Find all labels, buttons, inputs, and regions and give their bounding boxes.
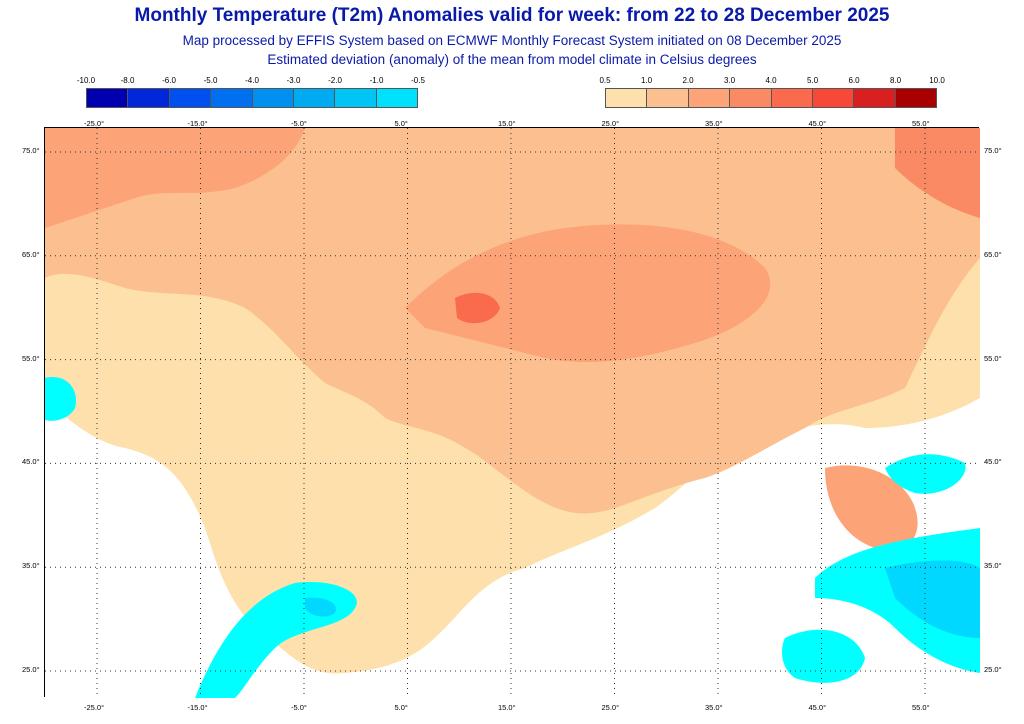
legend-tick-label: 5.0: [806, 76, 819, 85]
legend-tick-label: -8.0: [120, 76, 135, 85]
latitude-label: 45.0°: [984, 457, 1002, 467]
legend-color-swatch: [606, 89, 648, 107]
legend-tick-label: -5.0: [203, 76, 218, 85]
cold-anomaly-legend: -10.0 -8.0 -6.0 -5.0 -4.0 -3.0 -2.0 -1.0 -0.5: [77, 76, 425, 108]
longitude-label: 5.0°: [394, 703, 408, 712]
latitude-label: 45.0°: [22, 457, 40, 467]
legend-tick-label: 10.0: [929, 76, 945, 85]
longitude-label: 25.0°: [601, 119, 620, 128]
legend-color-swatch: [293, 89, 336, 107]
legend-color-swatch: [252, 89, 294, 107]
legend-tick-label: -0.5: [411, 76, 425, 85]
warm-anomaly-legend: 0.5 1.0 2.0 3.0 4.0 5.0 6.0 8.0 10.0: [599, 76, 945, 108]
legend-tick-label: 1.0: [640, 76, 653, 85]
anomaly-zone-2-3: [895, 128, 980, 218]
longitude-label: -25.0°: [84, 703, 105, 712]
legend-tick-label: 4.0: [765, 76, 777, 85]
cold-anomaly-arabia: [782, 629, 865, 683]
anomaly-zone-2-3: [45, 128, 305, 228]
legend-tick-label: -2.0: [328, 76, 342, 85]
longitude-label: 25.0°: [601, 703, 620, 712]
longitude-label: -15.0°: [187, 703, 208, 712]
latitude-label: 35.0°: [22, 561, 40, 571]
legend-color-swatch: [812, 89, 855, 107]
latitude-label: 25.0°: [984, 665, 1002, 674]
longitude-label: 35.0°: [705, 119, 723, 128]
map-title: Monthly Temperature (T2m) Anomalies vali…: [134, 5, 890, 26]
legend-color-swatch: [87, 89, 129, 107]
legend-tick-label: -1.0: [369, 76, 384, 85]
latitude-label: 55.0°: [22, 353, 40, 363]
legend-color-swatch: [335, 89, 377, 107]
latitude-label: 75.0°: [984, 146, 1002, 155]
longitude-label: 15.0°: [498, 703, 516, 712]
anomaly-zone-3-4: [455, 292, 500, 324]
legend-tick-label: -10.0: [76, 76, 96, 85]
map-subtitle-source: Map processed by EFFIS System based on E…: [182, 33, 842, 48]
cold-anomaly-north-africa-mid: [305, 597, 336, 617]
legend-color-swatch: [688, 89, 731, 107]
longitude-label: -5.0°: [291, 119, 307, 128]
legend-color-swatch: [647, 89, 689, 107]
longitude-label: -15.0°: [187, 119, 208, 128]
latitude-label: 35.0°: [984, 561, 1002, 571]
legend-tick-label: -4.0: [245, 76, 259, 85]
graticule: [45, 128, 980, 698]
longitude-label: 5.0°: [394, 119, 408, 128]
legend-tick-label: 6.0: [848, 76, 860, 85]
legend-color-swatch: [128, 89, 170, 107]
cold-anomaly-middle-east-mid: [885, 560, 980, 638]
longitude-label: -25.0°: [84, 119, 105, 128]
legend-tick-label: 2.0: [682, 76, 694, 85]
map-canvas: [45, 128, 980, 698]
legend-color-swatch: [895, 89, 936, 107]
cold-anomaly-caspian: [885, 454, 966, 494]
legend-tick-label: -3.0: [286, 76, 301, 85]
anomaly-zone-2-3: [405, 224, 771, 363]
legend-tick-label: 3.0: [723, 76, 736, 85]
map-subtitle-description: Estimated deviation (anomaly) of the mea…: [267, 52, 757, 67]
longitude-label: 45.0°: [808, 703, 827, 712]
legend-color-swatch: [169, 89, 212, 107]
anomaly-zone-2-3: [825, 465, 918, 551]
cold-anomaly-atlantic: [45, 377, 76, 421]
latitude-label: 65.0°: [984, 249, 1002, 259]
latitude-label: 55.0°: [984, 353, 1002, 363]
legend-tick-label: -6.0: [162, 76, 176, 85]
longitude-label: 55.0°: [912, 119, 930, 128]
longitude-label: 55.0°: [912, 703, 930, 712]
longitude-label: 35.0°: [705, 703, 723, 712]
legend-color-swatch: [376, 89, 417, 107]
latitude-label: 75.0°: [22, 146, 40, 155]
legend-color-swatch: [730, 89, 772, 107]
legend-color-swatch: [211, 89, 253, 107]
legend-tick-label: 0.5: [599, 76, 611, 85]
legend-tick-label: 8.0: [889, 76, 902, 85]
latitude-label: 25.0°: [22, 665, 40, 674]
longitude-label: 45.0°: [808, 119, 827, 128]
longitude-label: -5.0°: [291, 703, 307, 712]
legend-color-swatch: [771, 89, 813, 107]
anomaly-map: [44, 127, 980, 698]
longitude-label: 15.0°: [498, 119, 516, 128]
legend-color-swatch: [854, 89, 896, 107]
latitude-label: 65.0°: [22, 249, 40, 259]
